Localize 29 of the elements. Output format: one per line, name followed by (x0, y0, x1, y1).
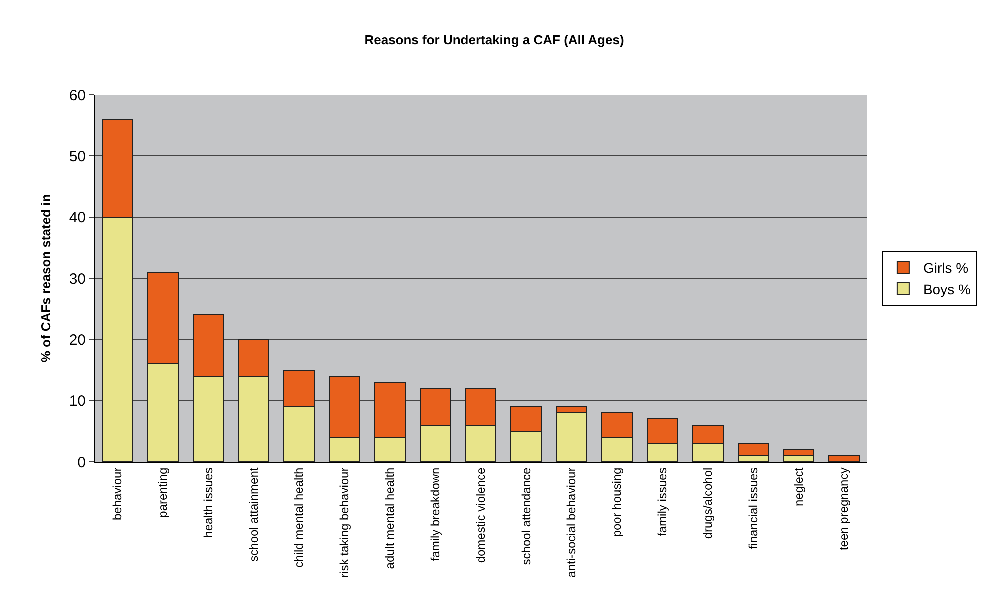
legend-label: Boys % (923, 281, 971, 298)
y-tick-label: 10 (69, 393, 86, 410)
x-tick-label: domestic violence (474, 467, 488, 564)
y-tick-label: 20 (69, 332, 86, 349)
x-tick-label: behaviour (110, 468, 125, 521)
x-tick-label: health issues (201, 468, 216, 538)
x-tick-label: risk taking behaviour (338, 468, 352, 578)
x-tick-label: parenting (156, 468, 170, 518)
y-axis-title: % of CAFs reason stated in (38, 194, 54, 363)
y-tick-label: 50 (69, 148, 86, 166)
x-tick-label: anti-social behaviour (564, 468, 579, 578)
legend-label: Girls % (923, 260, 969, 276)
x-tick-label: child mental health (292, 468, 306, 568)
chart-title: Reasons for Undertaking a CAF (All Ages) (364, 32, 624, 48)
y-tick-label: 30 (69, 270, 86, 288)
x-tick-label: poor housing (610, 468, 624, 538)
y-tick-label: 0 (78, 454, 86, 472)
x-tick-label: family issues (656, 468, 670, 536)
x-tick-label: school attendance (519, 467, 534, 566)
x-tick-label: financial issues (746, 468, 760, 550)
x-tick-label: drugs/alcohol (700, 468, 715, 540)
x-tick-label: school attainment (246, 467, 261, 562)
y-tick-label: 40 (69, 210, 86, 227)
x-tick-label: adult mental health (383, 468, 398, 570)
y-tick-label: 60 (69, 87, 86, 104)
x-tick-label: teen pregnancy (837, 468, 852, 551)
x-tick-label: neglect (792, 467, 806, 507)
bar (828, 455, 860, 462)
x-tick-label: family breakdown (428, 468, 442, 562)
